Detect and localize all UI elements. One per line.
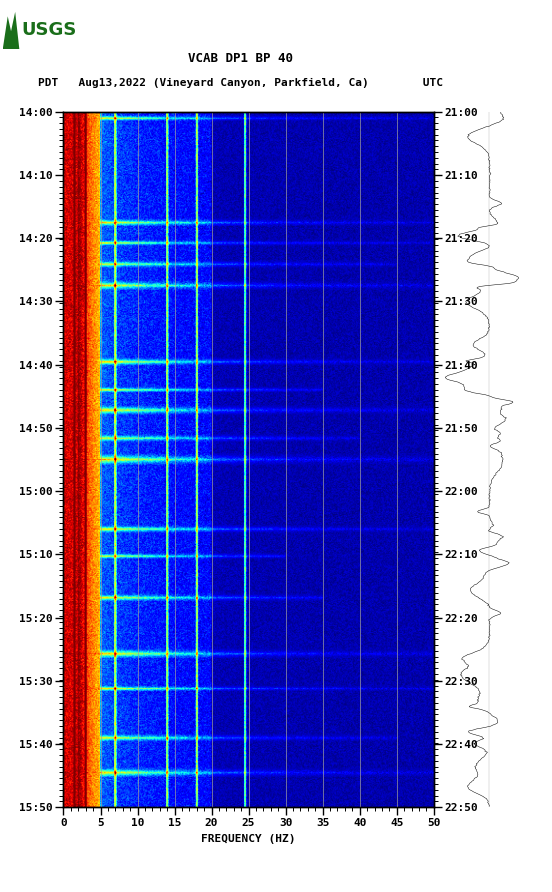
Text: VCAB DP1 BP 40: VCAB DP1 BP 40 xyxy=(188,53,293,65)
Text: USGS: USGS xyxy=(22,21,77,38)
Text: PDT   Aug13,2022 (Vineyard Canyon, Parkfield, Ca)        UTC: PDT Aug13,2022 (Vineyard Canyon, Parkfie… xyxy=(38,78,443,88)
X-axis label: FREQUENCY (HZ): FREQUENCY (HZ) xyxy=(201,834,296,844)
